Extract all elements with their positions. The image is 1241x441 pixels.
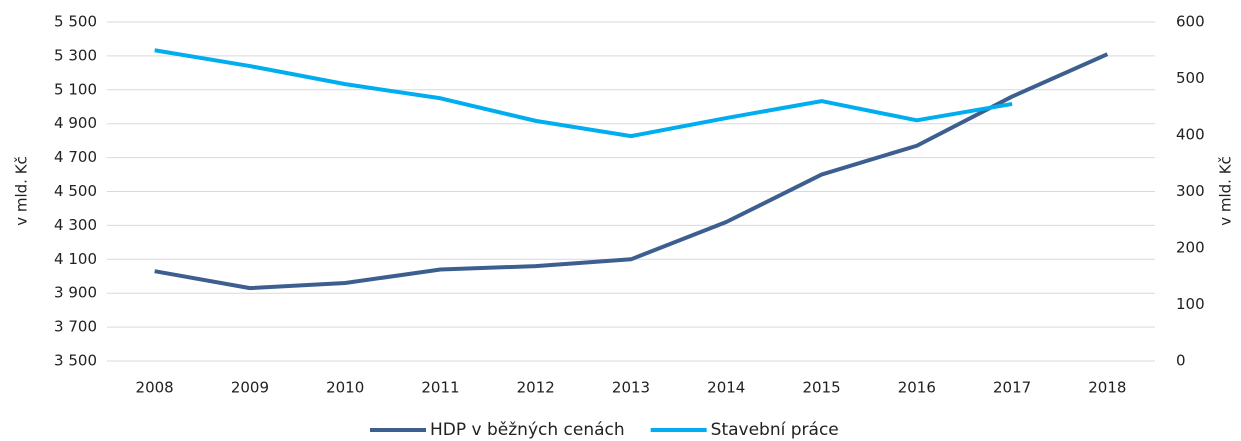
y2-axis-title: v mld. Kč <box>1217 156 1235 226</box>
y-tick-label: 5 300 <box>54 46 97 64</box>
x-tick-label: 2014 <box>707 379 745 397</box>
y-axis-title: v mld. Kč <box>13 156 31 226</box>
line <box>154 52 1109 291</box>
legend-label: Stavební práce <box>711 420 839 440</box>
y2-tick-label: 200 <box>1176 239 1205 257</box>
y2-tick-label: 300 <box>1176 182 1205 200</box>
y-tick-label: 4 500 <box>54 182 97 200</box>
y-tick-label: 5 500 <box>54 13 97 31</box>
y-tick-label: 4 100 <box>54 250 97 268</box>
y-tick-label: 4 900 <box>54 114 97 132</box>
x-tick-label: 2011 <box>421 379 459 397</box>
x-tick-label: 2018 <box>1088 379 1126 397</box>
y-tick-label: 3 700 <box>54 318 97 336</box>
y-tick-label: 3 900 <box>54 284 97 302</box>
y-tick-label: 5 100 <box>54 80 97 98</box>
x-tick-label: 2008 <box>136 379 174 397</box>
y-tick-label: 4 700 <box>54 148 97 166</box>
x-tick-label: 2013 <box>612 379 650 397</box>
y2-tick-label: 400 <box>1176 126 1205 144</box>
x-tick-label: 2017 <box>993 379 1031 397</box>
y2-tick-label: 100 <box>1176 295 1205 313</box>
y2-tick-label: 500 <box>1176 69 1205 87</box>
y-tick-label: 4 300 <box>54 216 97 234</box>
legend-label: HDP v běžných cenách <box>430 420 625 440</box>
x-tick-label: 2012 <box>517 379 555 397</box>
x-tick-label: 2016 <box>898 379 936 397</box>
x-tick-label: 2015 <box>802 379 840 397</box>
y2-tick-label: 600 <box>1176 13 1205 31</box>
line <box>154 48 1013 139</box>
x-tick-label: 2010 <box>326 379 364 397</box>
y-tick-label: 3 500 <box>54 352 97 370</box>
x-tick-label: 2009 <box>231 379 269 397</box>
y2-tick-label: 0 <box>1176 352 1186 370</box>
